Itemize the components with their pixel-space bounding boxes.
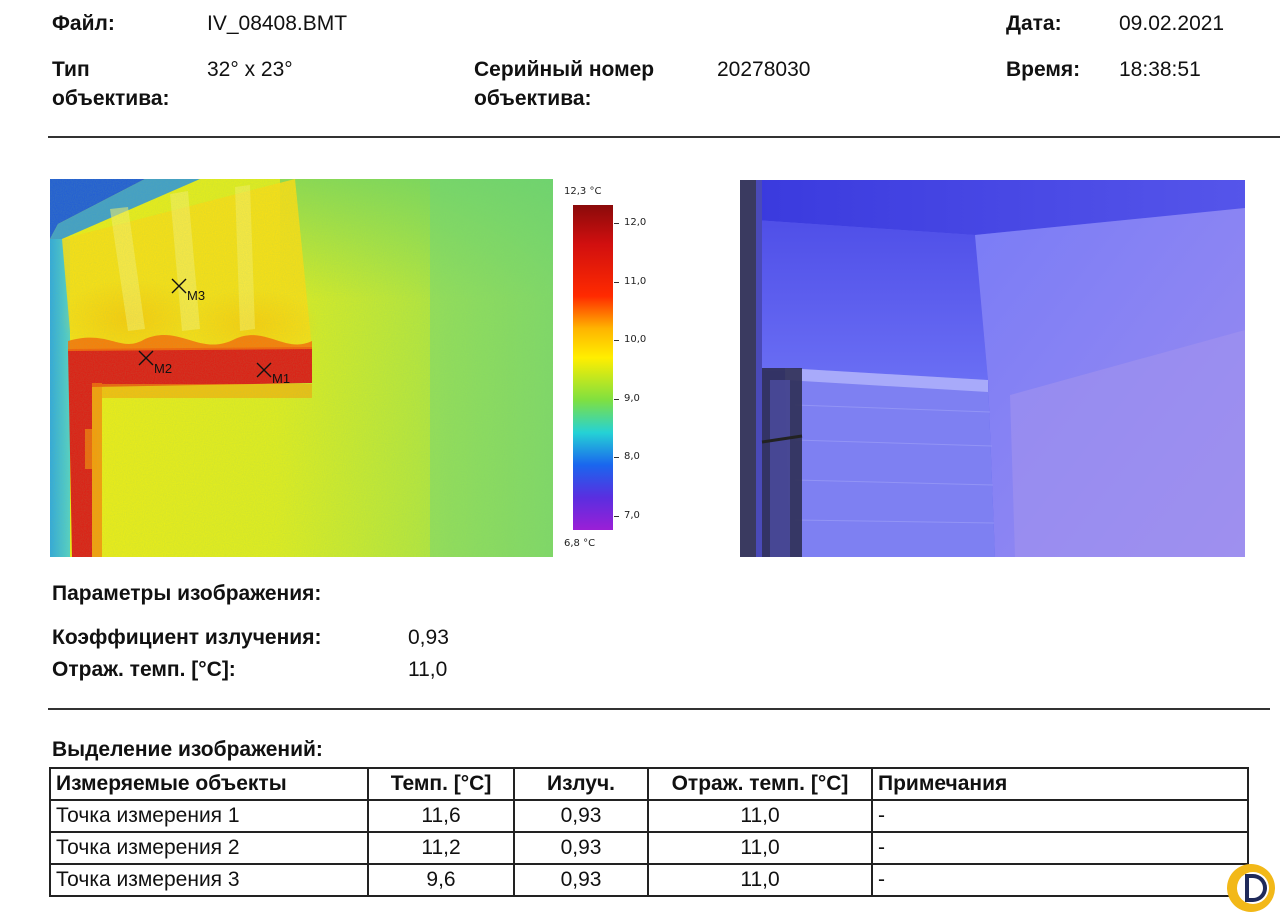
col-header-refl-temp: Отраж. темп. [°C]: [647, 767, 873, 801]
serial-label-line1: Серийный номер: [474, 58, 655, 81]
table-row: Точка измерения 1 11,6 0,93 11,0 -: [49, 799, 1249, 833]
temperature-scale: 12,3 °C 12,0 11,0 10,0 9,0 8,0 7,0 6,8 °…: [560, 182, 660, 554]
cell-temp: 11,2: [367, 831, 515, 865]
lens-type-label-line1: Тип: [52, 58, 90, 81]
scale-min: 6,8 °C: [564, 538, 596, 549]
col-header-emissivity: Излуч.: [513, 767, 649, 801]
col-header-temp: Темп. [°C]: [367, 767, 515, 801]
marker-m3-label: M3: [187, 288, 205, 303]
header-divider: [48, 136, 1280, 138]
serial-label-line2: объектива:: [474, 87, 592, 110]
marker-m2-label: M2: [154, 361, 172, 376]
refl-temp-label: Отраж. темп. [°C]:: [52, 658, 236, 681]
scale-max: 12,3 °C: [564, 186, 602, 197]
scale-tick-label: 12,0: [624, 217, 647, 228]
scale-tick-label: 9,0: [624, 393, 640, 404]
scale-tick: [614, 282, 619, 283]
scale-tick-label: 11,0: [624, 276, 647, 287]
table-row: Точка измерения 3 9,6 0,93 11,0 -: [49, 863, 1249, 897]
serial-value: 20278030: [717, 58, 811, 81]
cell-temp: 9,6: [367, 863, 515, 897]
cell-notes: -: [871, 799, 1249, 833]
scale-bar: [573, 205, 613, 530]
refl-temp-value: 11,0: [408, 658, 448, 681]
marker-m1-label: M1: [272, 371, 290, 386]
date-label: Дата:: [1006, 12, 1062, 35]
lens-type-value: 32° x 23°: [207, 58, 293, 81]
lens-type-label: Тип объектива:: [52, 55, 170, 113]
visual-photo: [740, 180, 1245, 557]
cell-notes: -: [871, 831, 1249, 865]
cell-object: Точка измерения 1: [49, 799, 369, 833]
params-divider: [48, 708, 1270, 710]
measurement-table: Измеряемые объекты Темп. [°C] Излуч. Отр…: [49, 767, 1249, 897]
col-header-objects: Измеряемые объекты: [49, 767, 369, 801]
file-label: Файл:: [52, 12, 115, 35]
cell-temp: 11,6: [367, 799, 515, 833]
emissivity-label: Коэффициент излучения:: [52, 626, 322, 649]
emissivity-value: 0,93: [408, 626, 449, 649]
selection-title: Выделение изображений:: [52, 738, 323, 761]
scale-tick-label: 10,0: [624, 334, 647, 345]
thermal-image: M1 M2 M3: [50, 179, 553, 557]
cell-emissivity: 0,93: [513, 863, 649, 897]
cell-object: Точка измерения 2: [49, 831, 369, 865]
table-header-row: Измеряемые объекты Темп. [°C] Излуч. Отр…: [49, 767, 1249, 801]
file-value: IV_08408.BMT: [207, 12, 348, 35]
table-row: Точка измерения 2 11,2 0,93 11,0 -: [49, 831, 1249, 865]
scale-tick: [614, 399, 619, 400]
time-value: 18:38:51: [1119, 58, 1201, 81]
scale-tick: [614, 516, 619, 517]
cell-emissivity: 0,93: [513, 831, 649, 865]
lens-type-label-line2: объектива:: [52, 87, 170, 110]
cell-emissivity: 0,93: [513, 799, 649, 833]
cell-refl-temp: 11,0: [647, 831, 873, 865]
scale-tick-label: 7,0: [624, 510, 640, 521]
cell-refl-temp: 11,0: [647, 799, 873, 833]
scale-tick: [614, 340, 619, 341]
cell-notes: -: [871, 863, 1249, 897]
params-title: Параметры изображения:: [52, 582, 322, 605]
cell-refl-temp: 11,0: [647, 863, 873, 897]
cell-object: Точка измерения 3: [49, 863, 369, 897]
date-value: 09.02.2021: [1119, 12, 1225, 35]
time-label: Время:: [1006, 58, 1081, 81]
serial-label: Серийный номер объектива:: [474, 55, 654, 113]
scale-tick-label: 8,0: [624, 451, 640, 462]
scale-tick: [614, 223, 619, 224]
col-header-notes: Примечания: [871, 767, 1249, 801]
brand-logo-icon[interactable]: [1226, 862, 1276, 914]
scale-tick: [614, 457, 619, 458]
